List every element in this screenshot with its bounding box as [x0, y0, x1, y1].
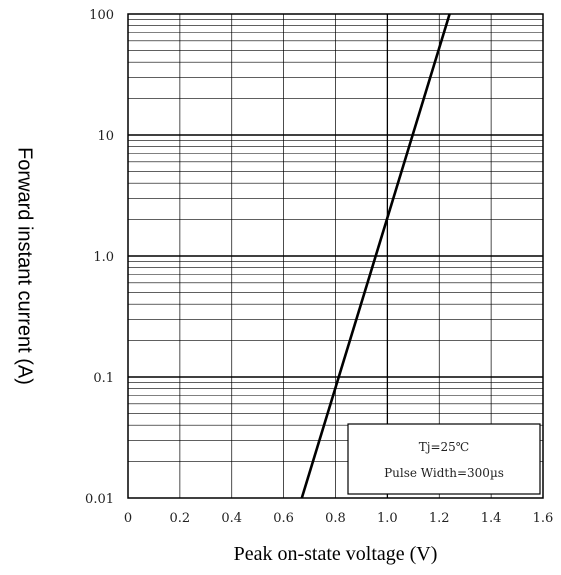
- y-tick-label: 10: [97, 129, 114, 144]
- annotation-temperature: Tj=25℃: [419, 440, 469, 454]
- annotation-box: Tj=25℃ Pulse Width=300µs: [347, 423, 541, 495]
- y-tick-label: 0.01: [85, 492, 114, 507]
- annotation-frame: [347, 423, 541, 495]
- y-tick-label: 0.1: [93, 371, 114, 386]
- series-line: [300, 13, 451, 499]
- x-tick-labels: 0 0.2 0.4 0.6 0.8 1.0 1.2 1.4 1.6: [124, 511, 553, 526]
- x-tick-label: 0.2: [170, 511, 191, 526]
- annotation-pulse-width: Pulse Width=300µs: [384, 466, 504, 480]
- x-tick-label: 1.6: [533, 511, 554, 526]
- x-tick-label: 0.6: [273, 511, 294, 526]
- x-tick-label: 1.0: [377, 511, 398, 526]
- y-axis-label: Forward instant current (A): [14, 147, 36, 385]
- y-tick-label: 100: [89, 8, 114, 23]
- series-layer: [300, 13, 451, 499]
- x-tick-label: 0.8: [325, 511, 346, 526]
- x-tick-label: 0.4: [221, 511, 242, 526]
- x-tick-label: 1.4: [481, 511, 502, 526]
- x-tick-label: 1.2: [429, 511, 450, 526]
- x-axis-label: Peak on-state voltage (V): [234, 543, 438, 565]
- y-tick-label: 1.0: [93, 250, 114, 265]
- y-tick-labels: 0.01 0.1 1.0 10 100: [85, 8, 114, 507]
- plot-frame: [127, 13, 544, 499]
- x-tick-label: 0: [124, 511, 132, 526]
